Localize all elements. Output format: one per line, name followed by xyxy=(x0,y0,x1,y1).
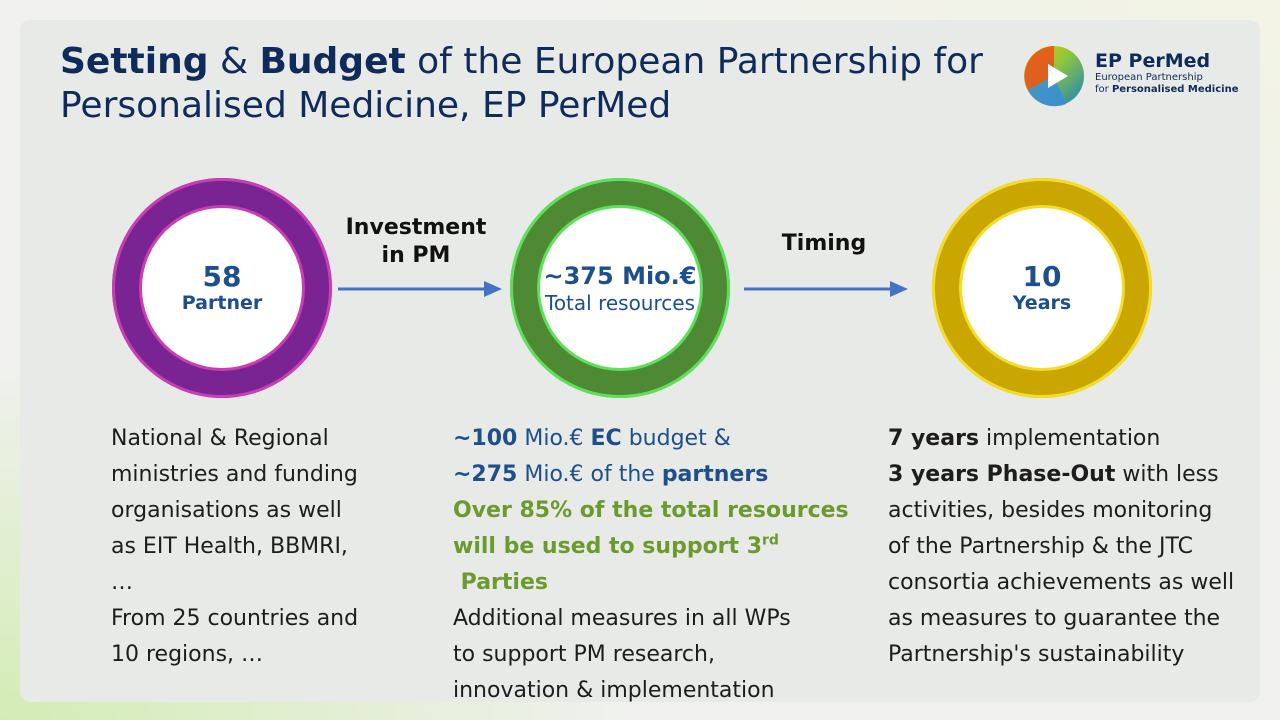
title-word-budget: Budget xyxy=(259,41,406,82)
col3-line: activities, besides monitoring xyxy=(888,498,1213,523)
title-word-setting: Setting xyxy=(60,41,209,82)
col2-line: innovation & implementation xyxy=(453,678,775,703)
partners-label: partners xyxy=(661,462,769,487)
ec-budget-rest: budget & xyxy=(621,426,731,451)
logo-play-icon xyxy=(1024,46,1084,107)
col3-line: Partnership's sustainability xyxy=(888,642,1185,667)
logo-line1: European Partnership xyxy=(1095,72,1203,83)
investment-arrow xyxy=(338,281,502,297)
highlight-line-2a: will be used to support 3 xyxy=(453,534,763,559)
years-ring-center: 10 Years xyxy=(962,208,1122,368)
timing-label: Timing xyxy=(744,230,904,258)
ec-budget-amount: ~100 xyxy=(453,426,518,451)
col3-line: consortia achievements as well xyxy=(888,570,1235,595)
budget-description: ~100 Mio.€ EC budget & ~275 Mio.€ of the… xyxy=(453,421,873,709)
highlight-line-2: will be used to support 3rd Parties xyxy=(453,529,873,601)
ec-label: EC xyxy=(590,426,622,451)
ep-permed-logo: EP PerMed European Partnership for Perso… xyxy=(1022,44,1242,108)
logo-line2-bold: Personalised Medicine xyxy=(1111,84,1239,95)
investment-label-line2: in PM xyxy=(381,243,451,268)
partners-description: National & Regional ministries and fundi… xyxy=(111,421,411,673)
years-ring: 10 Years xyxy=(932,178,1152,398)
partner-budget-line: ~275 Mio.€ of the partners xyxy=(453,457,873,493)
col2-line: to support PM research, xyxy=(453,642,715,667)
highlight-sup: rd xyxy=(762,532,779,549)
col1-line: 10 regions, … xyxy=(111,642,264,667)
implementation-line: 7 years implementation xyxy=(888,421,1258,457)
partner-count: 58 xyxy=(202,260,242,293)
highlight-line-1: Over 85% of the total resources xyxy=(453,498,849,523)
timing-description: 7 years implementation 3 years Phase-Out… xyxy=(888,421,1258,673)
title-rest: of the European Partnership for Personal… xyxy=(60,41,983,126)
col1-line: organisations as well xyxy=(111,498,342,523)
investment-label: Investment in PM xyxy=(336,214,496,270)
col1-line: ministries and funding xyxy=(111,462,358,487)
logo-name: EP PerMed xyxy=(1095,50,1211,72)
ec-budget-unit: Mio.€ xyxy=(517,426,591,451)
col3-line: as measures to guarantee the xyxy=(888,606,1221,631)
col1-line: National & Regional xyxy=(111,426,329,451)
col3-line: of the Partnership & the JTC xyxy=(888,534,1193,559)
implementation-years: 7 years xyxy=(888,426,980,451)
col1-line: … xyxy=(111,570,133,595)
logo-line2: for Personalised Medicine xyxy=(1095,84,1238,96)
phase-out-text: with less xyxy=(1115,462,1219,487)
years-value: 10 xyxy=(1022,260,1062,293)
partner-ring: 58 Partner xyxy=(112,178,332,398)
ec-budget-line: ~100 Mio.€ EC budget & xyxy=(453,421,873,457)
partner-budget-unit: Mio.€ of the xyxy=(517,462,662,487)
highlight-line-2b: Parties xyxy=(453,570,548,595)
title-amp: & xyxy=(208,41,260,82)
resources-ring: ~375 Mio.€ Total resources xyxy=(510,178,730,398)
implementation-text: implementation xyxy=(979,426,1161,451)
investment-label-line1: Investment xyxy=(345,215,487,240)
logo-text: EP PerMed European Partnership for Perso… xyxy=(1095,50,1238,96)
resources-label: Total resources xyxy=(545,291,695,315)
partner-label: Partner xyxy=(181,292,263,314)
col1-line: From 25 countries and xyxy=(111,606,359,631)
timing-label-line1: Timing xyxy=(781,231,867,256)
phase-out-years: 3 years Phase-Out xyxy=(888,462,1116,487)
col1-line: as EIT Health, BBMRI, xyxy=(111,534,348,559)
slide-title: Setting & Budget of the European Partner… xyxy=(60,40,1000,128)
col2-line: Additional measures in all WPs xyxy=(453,606,791,631)
partner-budget-amount: ~275 xyxy=(453,462,518,487)
resources-ring-center: ~375 Mio.€ Total resources xyxy=(540,208,700,368)
logo-line2-pre: for xyxy=(1095,84,1112,95)
phase-out-line: 3 years Phase-Out with less xyxy=(888,457,1258,493)
resources-value: ~375 Mio.€ xyxy=(543,262,697,290)
years-label: Years xyxy=(1012,292,1072,314)
timing-arrow xyxy=(744,281,908,297)
partner-ring-center: 58 Partner xyxy=(142,208,302,368)
